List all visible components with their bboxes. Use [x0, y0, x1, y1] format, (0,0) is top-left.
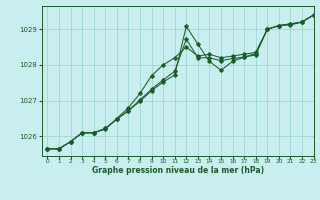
- X-axis label: Graphe pression niveau de la mer (hPa): Graphe pression niveau de la mer (hPa): [92, 166, 264, 175]
